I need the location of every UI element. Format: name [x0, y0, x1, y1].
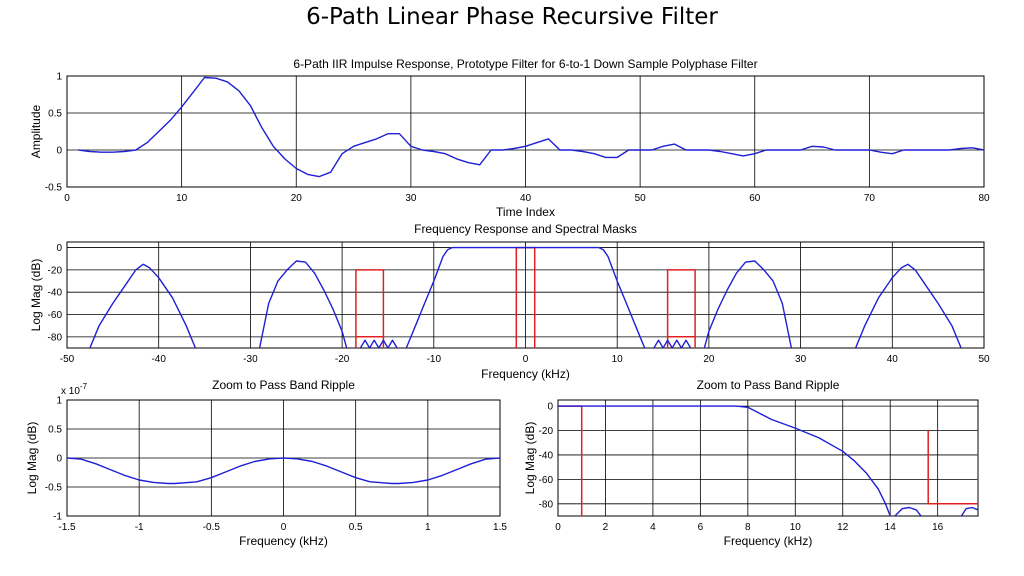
- chart-title: Zoom to Pass Band Ripple: [697, 378, 840, 392]
- x-tick-label: 60: [749, 193, 761, 204]
- y-axis-label: Log Mag (dB): [25, 422, 39, 495]
- x-tick-label: 0: [523, 354, 529, 365]
- y-tick-label: -20: [539, 426, 554, 437]
- y-tick-label: 0.5: [48, 425, 62, 436]
- x-tick-label: 10: [612, 354, 624, 365]
- x-tick-label: 0: [555, 522, 561, 533]
- y-tick-label: 0: [56, 454, 62, 465]
- x-tick-label: -1.5: [58, 522, 76, 533]
- y-axis-label: Log Mag (dB): [523, 422, 537, 495]
- y-tick-label: -1: [53, 512, 62, 523]
- x-tick-label: 4: [650, 522, 656, 533]
- x-tick-label: 10: [176, 193, 188, 204]
- x-tick-label: 1.5: [493, 522, 507, 533]
- y-tick-label: 0: [56, 146, 62, 157]
- x-tick-label: 20: [291, 193, 303, 204]
- chart-zoom-transition: 0 2 4 6 8 10 12 14 16 -80 -60 -40 -20 0 Zoom to Pass B…: [523, 378, 979, 548]
- series-line: [258, 260, 348, 348]
- chart-title: 6-Path IIR Impulse Response, Prototype F…: [293, 57, 757, 71]
- scale-base: x 10: [61, 386, 80, 397]
- series-line: [78, 76, 984, 178]
- y-tick-label: -20: [48, 265, 63, 276]
- series-line: [558, 405, 891, 516]
- x-tick-label: 0: [281, 522, 287, 533]
- x-tick-label: 30: [405, 193, 417, 204]
- x-tick-label: 30: [795, 354, 807, 365]
- x-tick-label: 1: [425, 522, 431, 533]
- x-tick-label: 2: [603, 522, 609, 533]
- spectral-mask: [355, 269, 385, 348]
- x-tick-label: 10: [790, 522, 802, 533]
- x-tick-label: -1: [135, 522, 144, 533]
- x-tick-label: 14: [885, 522, 897, 533]
- x-tick-label: -50: [60, 354, 75, 365]
- x-axis-label: Frequency (kHz): [239, 534, 328, 548]
- page-title: 6-Path Linear Phase Recursive Filter: [306, 4, 718, 30]
- y-tick-label: 1: [56, 396, 62, 407]
- series-line: [67, 457, 500, 485]
- plot-frame: [66, 241, 985, 349]
- series-line: [854, 263, 962, 348]
- spectral-mask: [927, 430, 978, 505]
- x-axis-label: Frequency (kHz): [724, 534, 813, 548]
- series-line: [89, 263, 197, 348]
- x-axis-label: Frequency (kHz): [481, 367, 570, 381]
- y-tick-label: -60: [48, 310, 63, 321]
- series-line: [405, 246, 646, 348]
- x-tick-label: 6: [698, 522, 704, 533]
- chart-freq-response: -50 -40 -30 -20 -10 0 10 20 30 40 50 -80 -60 -40 -20 0 F…: [29, 222, 990, 381]
- y-tick-label: -0.5: [45, 483, 63, 494]
- y-tick-label: 1: [56, 72, 62, 83]
- y-axis-label: Amplitude: [29, 105, 43, 159]
- x-tick-label: -10: [427, 354, 442, 365]
- x-tick-label: 50: [978, 354, 990, 365]
- spectral-mask: [558, 405, 583, 516]
- x-tick-label: -20: [335, 354, 350, 365]
- plot-frame: [66, 75, 985, 188]
- series-line: [653, 339, 692, 348]
- y-axis-label: Log Mag (dB): [29, 259, 43, 332]
- x-tick-label: -30: [243, 354, 258, 365]
- scale-exponent: -7: [80, 382, 88, 391]
- x-tick-label: 16: [932, 522, 944, 533]
- series-line: [359, 339, 398, 348]
- x-tick-label: 40: [520, 193, 532, 204]
- chart-title: Frequency Response and Spectral Masks: [414, 222, 637, 236]
- x-axis-label: Time Index: [496, 205, 555, 219]
- y-tick-label: 0: [547, 402, 553, 413]
- y-tick-label: -40: [539, 450, 554, 461]
- x-tick-label: -40: [151, 354, 166, 365]
- spectral-mask: [666, 269, 696, 348]
- x-tick-label: 8: [745, 522, 751, 533]
- chart-title: Zoom to Pass Band Ripple: [212, 378, 355, 392]
- series-line: [703, 260, 793, 348]
- y-tick-label: -40: [48, 288, 63, 299]
- x-tick-label: 20: [703, 354, 715, 365]
- y-tick-label: 0.5: [48, 109, 62, 120]
- x-tick-label: 12: [837, 522, 849, 533]
- x-tick-label: 0: [64, 193, 70, 204]
- y-tick-label: -80: [48, 332, 63, 343]
- scale-factor-label: x 10-7: [61, 382, 88, 397]
- y-tick-label: -60: [539, 475, 554, 486]
- x-tick-label: 80: [978, 193, 990, 204]
- y-tick-label: -80: [539, 499, 554, 510]
- x-tick-label: 70: [864, 193, 876, 204]
- y-tick-label: 0: [56, 243, 62, 254]
- chart-impulse: 0 10 20 30 40 50 60 70 80-0.500.516-Path IIR Imp…: [29, 57, 990, 219]
- x-tick-label: -0.5: [203, 522, 221, 533]
- x-tick-label: 0.5: [349, 522, 363, 533]
- x-tick-label: 50: [635, 193, 647, 204]
- series-line: [960, 506, 978, 516]
- series-line: [894, 506, 922, 516]
- x-tick-label: 40: [887, 354, 899, 365]
- y-tick-label: -0.5: [45, 183, 63, 194]
